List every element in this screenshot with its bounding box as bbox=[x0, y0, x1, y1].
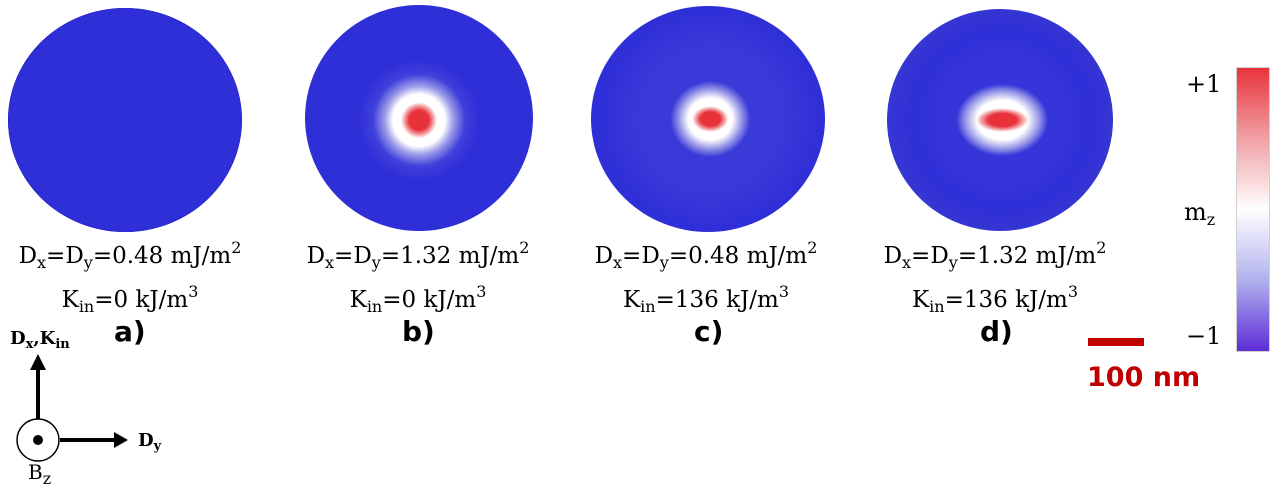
caption-k-d: Kin=136 kJ/m3 bbox=[911, 282, 1078, 316]
panel-label-c: c) bbox=[694, 315, 724, 348]
axis-right-arrowhead bbox=[114, 432, 128, 448]
colorbar-max-label: +1 bbox=[1186, 70, 1222, 98]
disk-b bbox=[305, 5, 533, 231]
colorbar-axis-label: mz bbox=[1184, 198, 1216, 229]
disk-d bbox=[887, 9, 1113, 231]
scale-bar bbox=[1088, 338, 1144, 346]
scale-bar-label: 100 nm bbox=[1087, 362, 1201, 393]
caption-k-b: Kin=0 kJ/m3 bbox=[349, 282, 487, 316]
axis-up-arrowhead bbox=[30, 354, 46, 370]
colorbar-min-label: −1 bbox=[1186, 322, 1222, 350]
colorbar bbox=[1236, 67, 1270, 352]
caption-d-b: Dx=Dy=1.32 mJ/m2 bbox=[306, 238, 530, 272]
disk-a bbox=[8, 8, 242, 232]
caption-k-c: Kin=136 kJ/m3 bbox=[622, 282, 789, 316]
caption-d-a: Dx=Dy=0.48 mJ/m2 bbox=[18, 238, 242, 272]
panel-label-b: b) bbox=[402, 315, 435, 348]
caption-d-c: Dx=Dy=0.48 mJ/m2 bbox=[594, 238, 818, 272]
field-label: Bz bbox=[28, 460, 52, 488]
axis-right-label: Dy bbox=[138, 430, 162, 454]
panel-label-a: a) bbox=[114, 315, 146, 348]
caption-k-a: Kin=0 kJ/m3 bbox=[61, 282, 199, 316]
axes-diagram bbox=[16, 354, 128, 462]
disk-c bbox=[591, 6, 825, 232]
caption-d-d: Dx=Dy=1.32 mJ/m2 bbox=[883, 238, 1107, 272]
panel-label-d: d) bbox=[980, 315, 1013, 348]
out-of-plane-dot bbox=[33, 435, 43, 445]
axis-up-label: Dx,Kin bbox=[10, 328, 70, 352]
